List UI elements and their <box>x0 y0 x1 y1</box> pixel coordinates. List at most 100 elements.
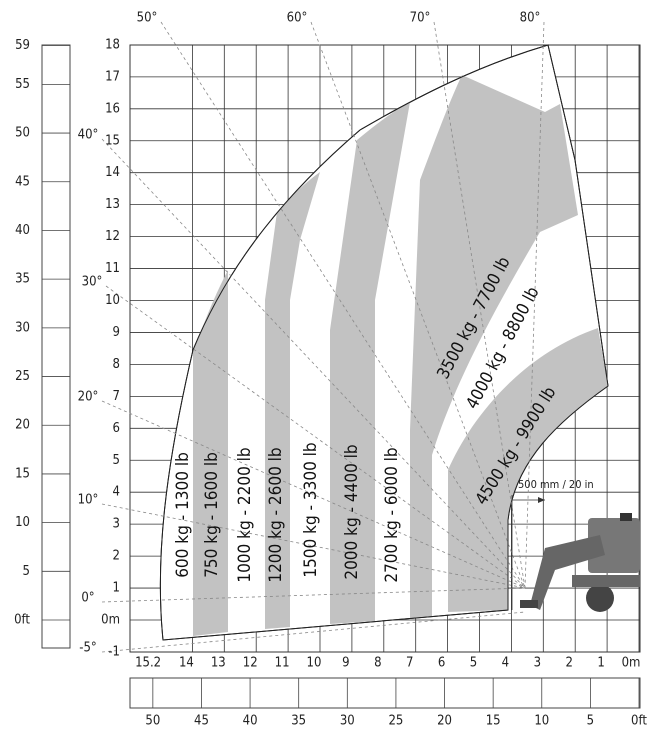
height-ft-label: 59 <box>15 38 30 53</box>
machine-boom <box>530 535 605 610</box>
reach-m-label: 5 <box>470 656 477 671</box>
height-m-label: 15 <box>105 133 120 148</box>
ft-scale-box <box>129 677 641 709</box>
dimension-label: 500 mm / 20 in <box>518 478 594 491</box>
height-m-label: 12 <box>105 229 120 244</box>
height-ft-label: 20 <box>15 418 30 433</box>
reach-m-label: 12 <box>243 656 258 671</box>
band-3500 <box>410 75 578 618</box>
reach-ft-label: 35 <box>291 714 306 729</box>
load-label: 1500 kg - 3300 lb <box>301 442 321 577</box>
reach-m-label: 2 <box>565 656 572 671</box>
height-m-label: 3 <box>113 517 120 532</box>
height-m-label: 2 <box>113 549 120 564</box>
angle-lines <box>101 21 545 653</box>
angle-line <box>101 138 526 589</box>
height-m-label: 10 <box>105 293 120 308</box>
reach-m-label: 8 <box>374 656 381 671</box>
reach-m-label: 0m <box>622 656 641 671</box>
reach-m-label: 15.2 <box>135 656 161 671</box>
dimension-arrow <box>538 497 545 503</box>
load-label: 1000 kg - 2200 lb <box>235 447 255 582</box>
angle-label: 70° <box>410 11 431 26</box>
height-ft-label: 30 <box>15 320 30 335</box>
reach-ft-label: 50 <box>145 714 160 729</box>
load-label: 750 kg - 1600 lb <box>202 452 222 578</box>
height-ft-label: 5 <box>23 564 30 579</box>
reach-m-label: 7 <box>406 656 413 671</box>
height-ft-label: 10 <box>15 515 30 530</box>
angle-label: -5° <box>79 641 97 656</box>
envelope-outline <box>159 44 609 641</box>
machine-icon <box>520 513 640 612</box>
height-ft-label: 35 <box>15 272 30 287</box>
height-ft-label: 45 <box>15 174 30 189</box>
angle-line <box>101 587 526 603</box>
height-m-label: 14 <box>105 165 120 180</box>
angle-label: 0° <box>81 591 94 606</box>
load-bands <box>193 75 608 636</box>
band-750 <box>193 270 228 636</box>
height-m-label: 9 <box>113 325 120 340</box>
height-ft-label: 25 <box>15 369 30 384</box>
reach-ft-label: 45 <box>194 714 209 729</box>
machine-wheel <box>586 584 614 612</box>
angle-line <box>101 611 526 653</box>
angle-line <box>105 285 526 589</box>
band-2000 <box>330 102 410 624</box>
height-ft-label: 0ft <box>14 613 30 628</box>
reach-m-label: 6 <box>438 656 445 671</box>
reach-ft-label: 5 <box>587 714 594 729</box>
reach-ft-label: 30 <box>340 714 355 729</box>
reach-m-label: 9 <box>342 656 349 671</box>
band-4500 <box>448 328 608 612</box>
angle-line <box>310 21 526 589</box>
reach-ft-label: 0ft <box>631 714 647 729</box>
height-m-label: 8 <box>113 357 120 372</box>
machine-fork <box>520 600 538 608</box>
reach-m-label: 13 <box>211 656 226 671</box>
reach-m-label: 4 <box>502 656 509 671</box>
reach-ft-label: 40 <box>243 714 258 729</box>
reach-m-label: 10 <box>307 656 322 671</box>
angle-label: 40° <box>78 128 99 143</box>
reach-m-label: 11 <box>275 656 290 671</box>
reach-m-label: 1 <box>597 656 604 671</box>
height-m-label: 16 <box>105 101 120 116</box>
angle-line <box>160 21 526 589</box>
reach-ft-label: 10 <box>534 714 549 729</box>
band-1200 <box>265 172 320 629</box>
ft-scale-box <box>41 44 71 649</box>
height-ft-label: 50 <box>15 126 30 141</box>
height-m-label: 6 <box>113 421 120 436</box>
height-m-label: 5 <box>113 453 120 468</box>
angle-line <box>524 21 545 589</box>
height-m-label: 1 <box>113 581 120 596</box>
load-label: 2000 kg - 4400 lb <box>342 444 362 579</box>
height-ft-label: 15 <box>15 466 30 481</box>
height-ft-label: 55 <box>15 77 30 92</box>
reach-ft-label: 20 <box>437 714 452 729</box>
machine-chassis <box>572 575 640 587</box>
angle-label: 30° <box>82 275 103 290</box>
height-m-label: 0m <box>101 613 120 628</box>
height-m-label: 18 <box>105 37 120 52</box>
machine-cab <box>588 518 640 573</box>
angle-label: 60° <box>287 11 308 26</box>
reach-ft-label: 25 <box>388 714 403 729</box>
reach-ft-label: 15 <box>486 714 501 729</box>
angle-label: 20° <box>78 390 99 405</box>
load-label: 2700 kg - 6000 lb <box>382 447 402 582</box>
height-m-label: -1 <box>108 644 120 659</box>
load-label: 1200 kg - 2600 lb <box>266 447 286 582</box>
height-ft-label: 40 <box>15 223 30 238</box>
height-m-label: 13 <box>105 197 120 212</box>
angle-label: 50° <box>137 11 158 26</box>
reach-m-label: 14 <box>179 656 194 671</box>
load-label: 600 kg - 1300 lb <box>173 452 193 578</box>
height-m-label: 17 <box>105 69 120 84</box>
angle-line <box>101 400 526 589</box>
height-m-label: 4 <box>113 485 120 500</box>
machine-light <box>620 513 632 521</box>
